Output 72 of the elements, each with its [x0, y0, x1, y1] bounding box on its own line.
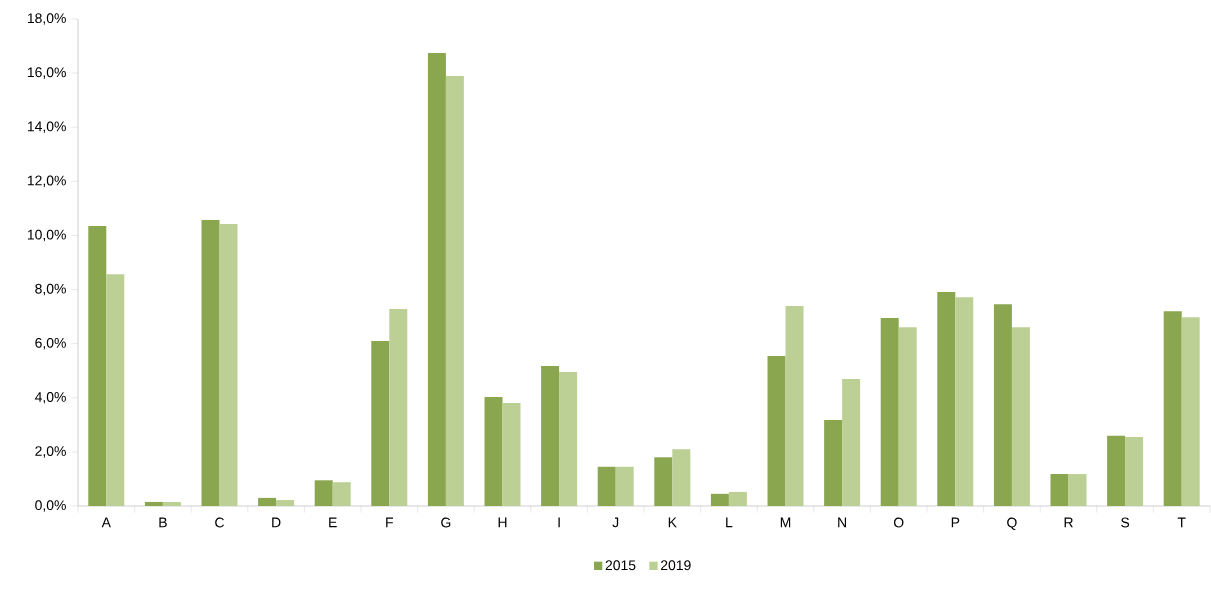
x-tick-label: K — [668, 517, 677, 528]
x-tick-label: F — [386, 517, 393, 528]
legend-label: 2015 — [605, 560, 636, 571]
bar — [332, 482, 351, 506]
bar — [389, 309, 408, 506]
bar — [1068, 474, 1087, 506]
x-tick-label: M — [780, 517, 791, 528]
bar — [106, 274, 125, 506]
x-tick-label: B — [159, 517, 167, 528]
bar — [654, 457, 673, 506]
x-tick-label: T — [1177, 517, 1186, 528]
legend-label: 2019 — [661, 560, 691, 571]
bar — [314, 480, 333, 506]
bar — [880, 317, 899, 506]
bar — [484, 396, 503, 506]
x-tick-label: I — [558, 517, 560, 528]
y-tick-label: 4,0% — [34, 392, 66, 404]
x-tick-label: J — [612, 517, 619, 528]
x-tick-label: S — [1121, 517, 1130, 528]
bar — [767, 356, 786, 506]
x-tick-label: C — [215, 517, 225, 528]
y-tick-label: 18,0% — [27, 13, 66, 25]
x-tick-label: Q — [1007, 517, 1017, 530]
bar — [993, 304, 1012, 506]
bar — [541, 366, 560, 506]
bar — [1163, 311, 1182, 506]
x-tick-label: R — [1064, 517, 1073, 528]
bar — [937, 291, 956, 506]
bar — [728, 491, 747, 506]
bar — [785, 306, 804, 506]
bar — [559, 372, 578, 506]
bar — [445, 76, 464, 506]
x-tick-label: A — [101, 517, 111, 528]
bar — [144, 501, 163, 506]
x-tick-label: P — [951, 517, 960, 528]
y-tick-label: 2,0% — [35, 446, 66, 458]
bar — [1125, 437, 1144, 506]
bar — [219, 224, 238, 506]
x-tick-label: H — [498, 517, 507, 528]
bar — [955, 297, 974, 506]
x-tick-label: D — [272, 517, 281, 528]
bar — [258, 497, 277, 506]
x-tick-label: E — [329, 517, 337, 528]
y-tick-label: 0,0% — [35, 500, 66, 512]
bar — [371, 340, 390, 506]
x-tick-label: G — [441, 517, 451, 528]
y-tick-label: 6,0% — [35, 337, 66, 350]
bar — [898, 327, 917, 506]
bar — [162, 501, 181, 506]
y-tick-label: 14,0% — [27, 121, 66, 133]
x-tick-label: O — [893, 517, 904, 528]
bar — [1107, 435, 1126, 506]
y-tick-label: 16,0% — [27, 67, 66, 79]
bar — [842, 379, 861, 506]
bar — [615, 466, 634, 506]
bar — [1011, 327, 1030, 506]
bar — [1050, 474, 1069, 506]
bar — [276, 500, 295, 506]
bar — [672, 449, 691, 506]
bar — [710, 493, 729, 506]
bar — [201, 220, 220, 506]
y-tick-label: 8,0% — [35, 283, 66, 296]
bar — [502, 402, 521, 506]
bar — [1181, 317, 1200, 506]
y-tick-label: 10,0% — [27, 229, 66, 242]
y-tick-label: 12,0% — [27, 175, 66, 188]
x-tick-label: N — [838, 517, 847, 528]
bar — [427, 53, 446, 506]
bar — [824, 419, 843, 506]
bar — [88, 225, 107, 506]
x-tick-label: L — [726, 517, 733, 528]
bar — [597, 466, 616, 506]
